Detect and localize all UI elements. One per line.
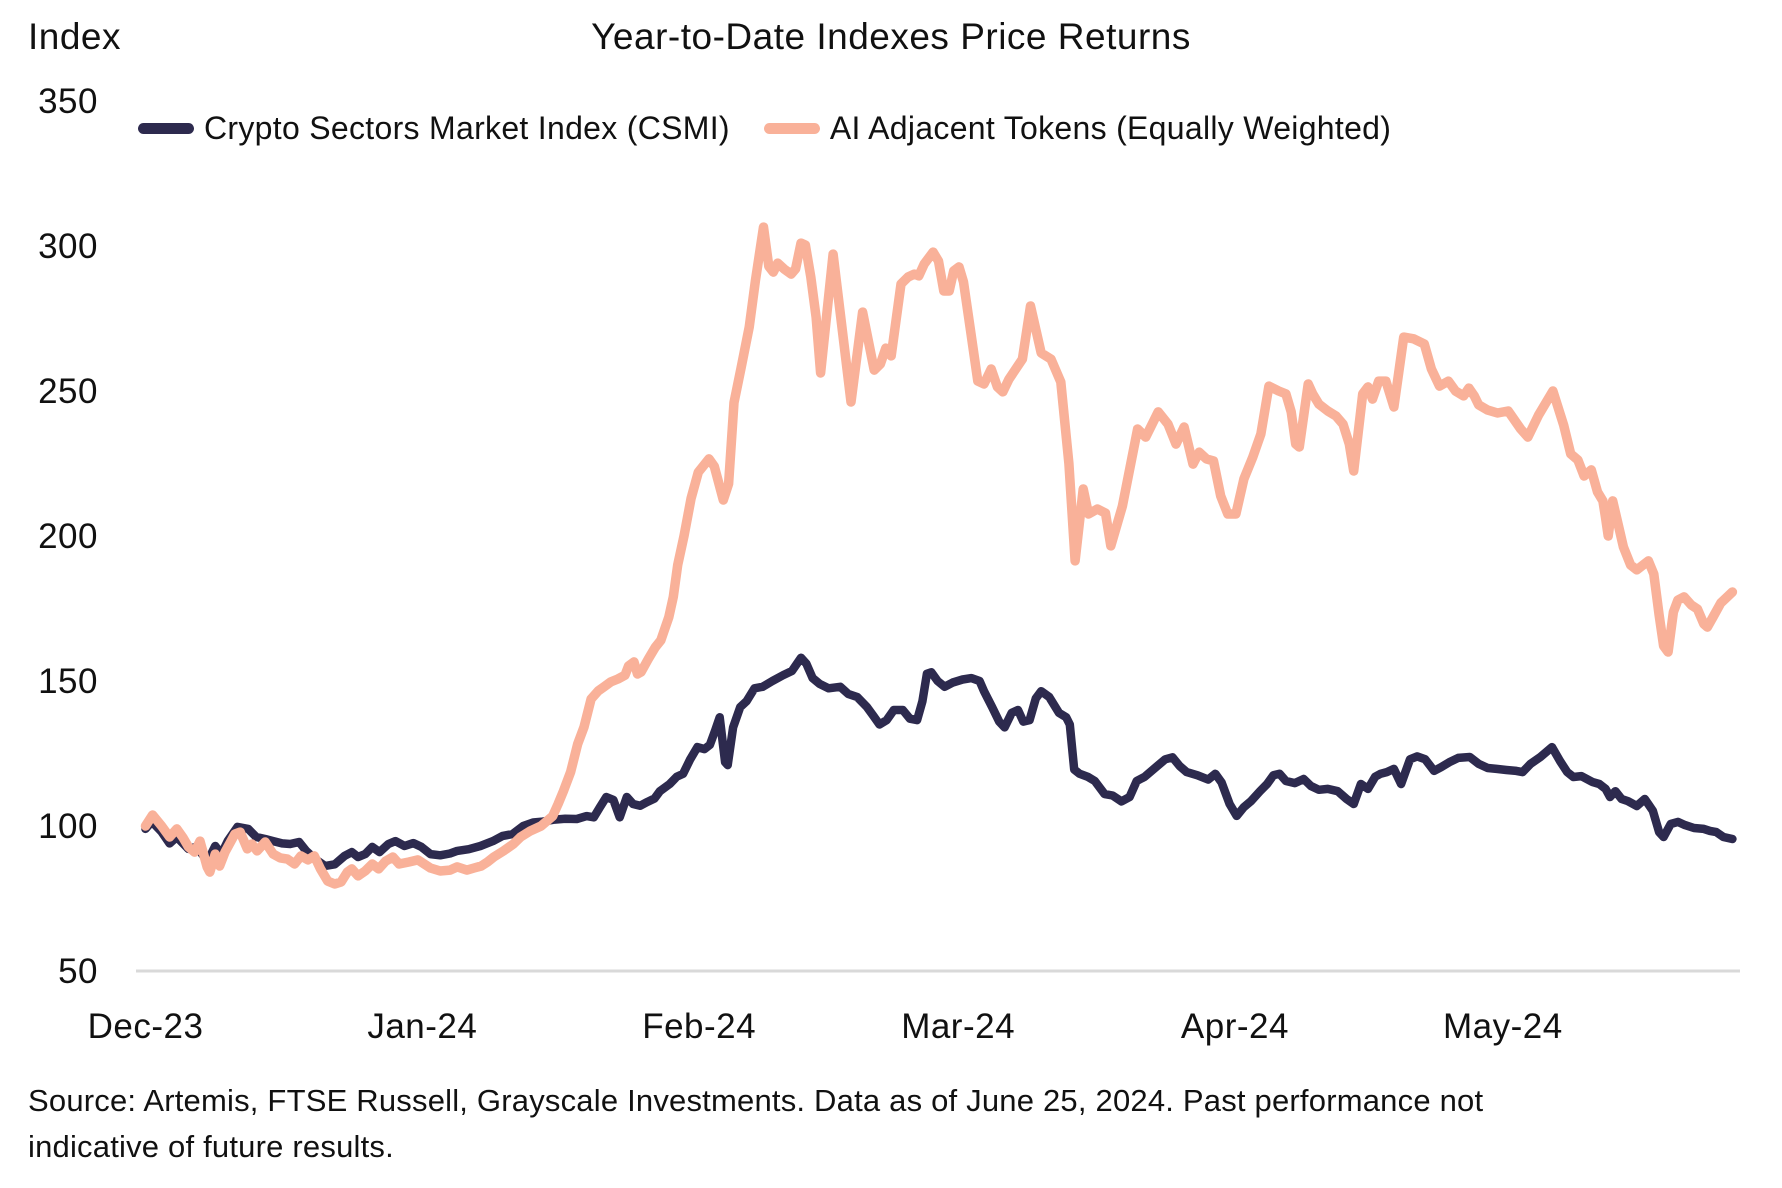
ai-tokens-line-swatch xyxy=(763,123,820,134)
y-tick-label: 300 xyxy=(38,227,98,266)
y-tick-label: 100 xyxy=(38,807,98,846)
source-note-line2: indicative of future results. xyxy=(28,1129,394,1164)
y-axis-title: Index xyxy=(28,16,122,57)
legend-label-csmi: Crypto Sectors Market Index (CSMI) xyxy=(204,110,730,146)
chart-title: Year-to-Date Indexes Price Returns xyxy=(591,16,1191,57)
ai-tokens-line xyxy=(140,222,1738,889)
y-tick-label: 200 xyxy=(38,517,98,556)
legend-item-csmi: Crypto Sectors Market Index (CSMI) xyxy=(138,110,730,147)
chart-legend: Crypto Sectors Market Index (CSMI) AI Ad… xyxy=(138,110,1391,147)
legend-item-ai-tokens: AI Adjacent Tokens (Equally Weighted) xyxy=(763,110,1392,147)
x-tick-label: May-24 xyxy=(1443,1007,1563,1046)
source-note: Source: Artemis, FTSE Russell, Grayscale… xyxy=(28,1078,1708,1170)
source-note-line1: Source: Artemis, FTSE Russell, Grayscale… xyxy=(28,1083,1484,1118)
x-tick-label: Dec-23 xyxy=(88,1007,204,1046)
y-tick-label: 350 xyxy=(38,82,98,121)
x-tick-label: Mar-24 xyxy=(901,1007,1015,1046)
csmi-line-swatch xyxy=(138,123,194,134)
x-tick-label: Jan-24 xyxy=(367,1007,477,1046)
y-tick-label: 250 xyxy=(38,372,98,411)
csmi-line xyxy=(141,653,1737,871)
x-tick-label: Apr-24 xyxy=(1181,1007,1289,1046)
x-tick-label: Feb-24 xyxy=(642,1007,756,1046)
y-tick-label: 50 xyxy=(58,952,98,991)
legend-label-ai-tokens: AI Adjacent Tokens (Equally Weighted) xyxy=(829,110,1392,146)
y-tick-label: 150 xyxy=(38,662,98,701)
